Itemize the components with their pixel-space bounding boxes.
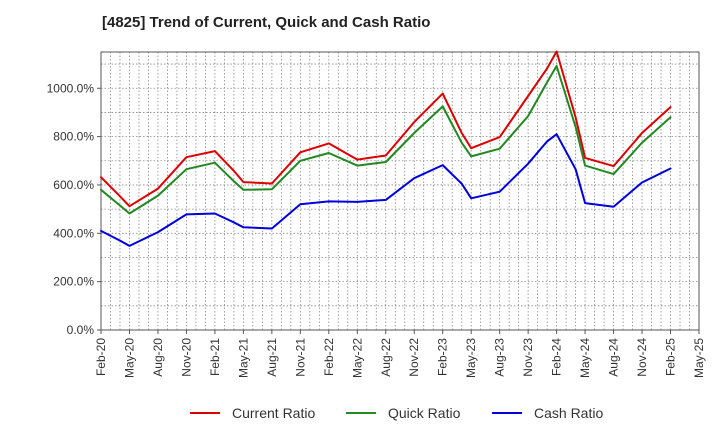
x-tick-label: May-25 bbox=[692, 338, 706, 378]
y-tick-label: 0.0% bbox=[67, 323, 95, 337]
legend-label-current-ratio: Current Ratio bbox=[232, 405, 316, 421]
x-tick-label: Feb-24 bbox=[550, 338, 564, 376]
x-tick-label: Nov-24 bbox=[635, 338, 649, 377]
legend-swatch-current-ratio bbox=[190, 412, 220, 414]
x-tick-label: Nov-23 bbox=[521, 338, 535, 377]
series-line-quick-ratio bbox=[100, 65, 672, 215]
plot-frame bbox=[100, 51, 700, 331]
x-tick-label: May-21 bbox=[236, 338, 250, 378]
legend-label-cash-ratio: Cash Ratio bbox=[534, 405, 604, 421]
x-tick-label: Nov-20 bbox=[179, 338, 193, 377]
x-tick-label: Aug-20 bbox=[151, 338, 165, 377]
x-tick-label: Nov-21 bbox=[293, 338, 307, 377]
legend: Current Ratio Quick Ratio Cash Ratio bbox=[0, 405, 720, 425]
x-tick-label: May-22 bbox=[350, 338, 364, 378]
y-tick-label: 200.0% bbox=[53, 275, 94, 289]
legend-swatch-cash-ratio bbox=[492, 412, 522, 414]
x-tick-label: Feb-23 bbox=[436, 338, 450, 376]
x-tick-label: May-20 bbox=[122, 338, 136, 378]
y-tick-label: 400.0% bbox=[53, 226, 94, 240]
x-tick-label: Nov-22 bbox=[407, 338, 421, 377]
x-tick-label: Aug-23 bbox=[493, 338, 507, 377]
x-tick-label: Feb-20 bbox=[94, 338, 108, 376]
legend-item-current-ratio: Current Ratio bbox=[190, 405, 315, 421]
x-tick-label: May-23 bbox=[464, 338, 478, 378]
x-tick-label: Aug-24 bbox=[607, 338, 621, 377]
legend-item-quick-ratio: Quick Ratio bbox=[346, 405, 460, 421]
y-tick-label: 1000.0% bbox=[47, 81, 95, 95]
x-tick-label: Feb-21 bbox=[208, 338, 222, 376]
y-tick-label: 800.0% bbox=[53, 130, 94, 144]
x-tick-label: Aug-21 bbox=[265, 338, 279, 377]
x-tick-label: Feb-22 bbox=[322, 338, 336, 376]
chart-title: [4825] Trend of Current, Quick and Cash … bbox=[102, 14, 431, 31]
x-tick-label: May-24 bbox=[578, 338, 592, 378]
legend-label-quick-ratio: Quick Ratio bbox=[388, 405, 461, 421]
series-line-current-ratio bbox=[100, 50, 672, 208]
legend-swatch-quick-ratio bbox=[346, 412, 376, 414]
y-tick-label: 600.0% bbox=[53, 178, 94, 192]
x-tick-label: Aug-22 bbox=[379, 338, 393, 377]
legend-item-cash-ratio: Cash Ratio bbox=[492, 405, 603, 421]
series-line-cash-ratio bbox=[100, 133, 672, 247]
x-tick-label: Feb-25 bbox=[664, 338, 678, 376]
